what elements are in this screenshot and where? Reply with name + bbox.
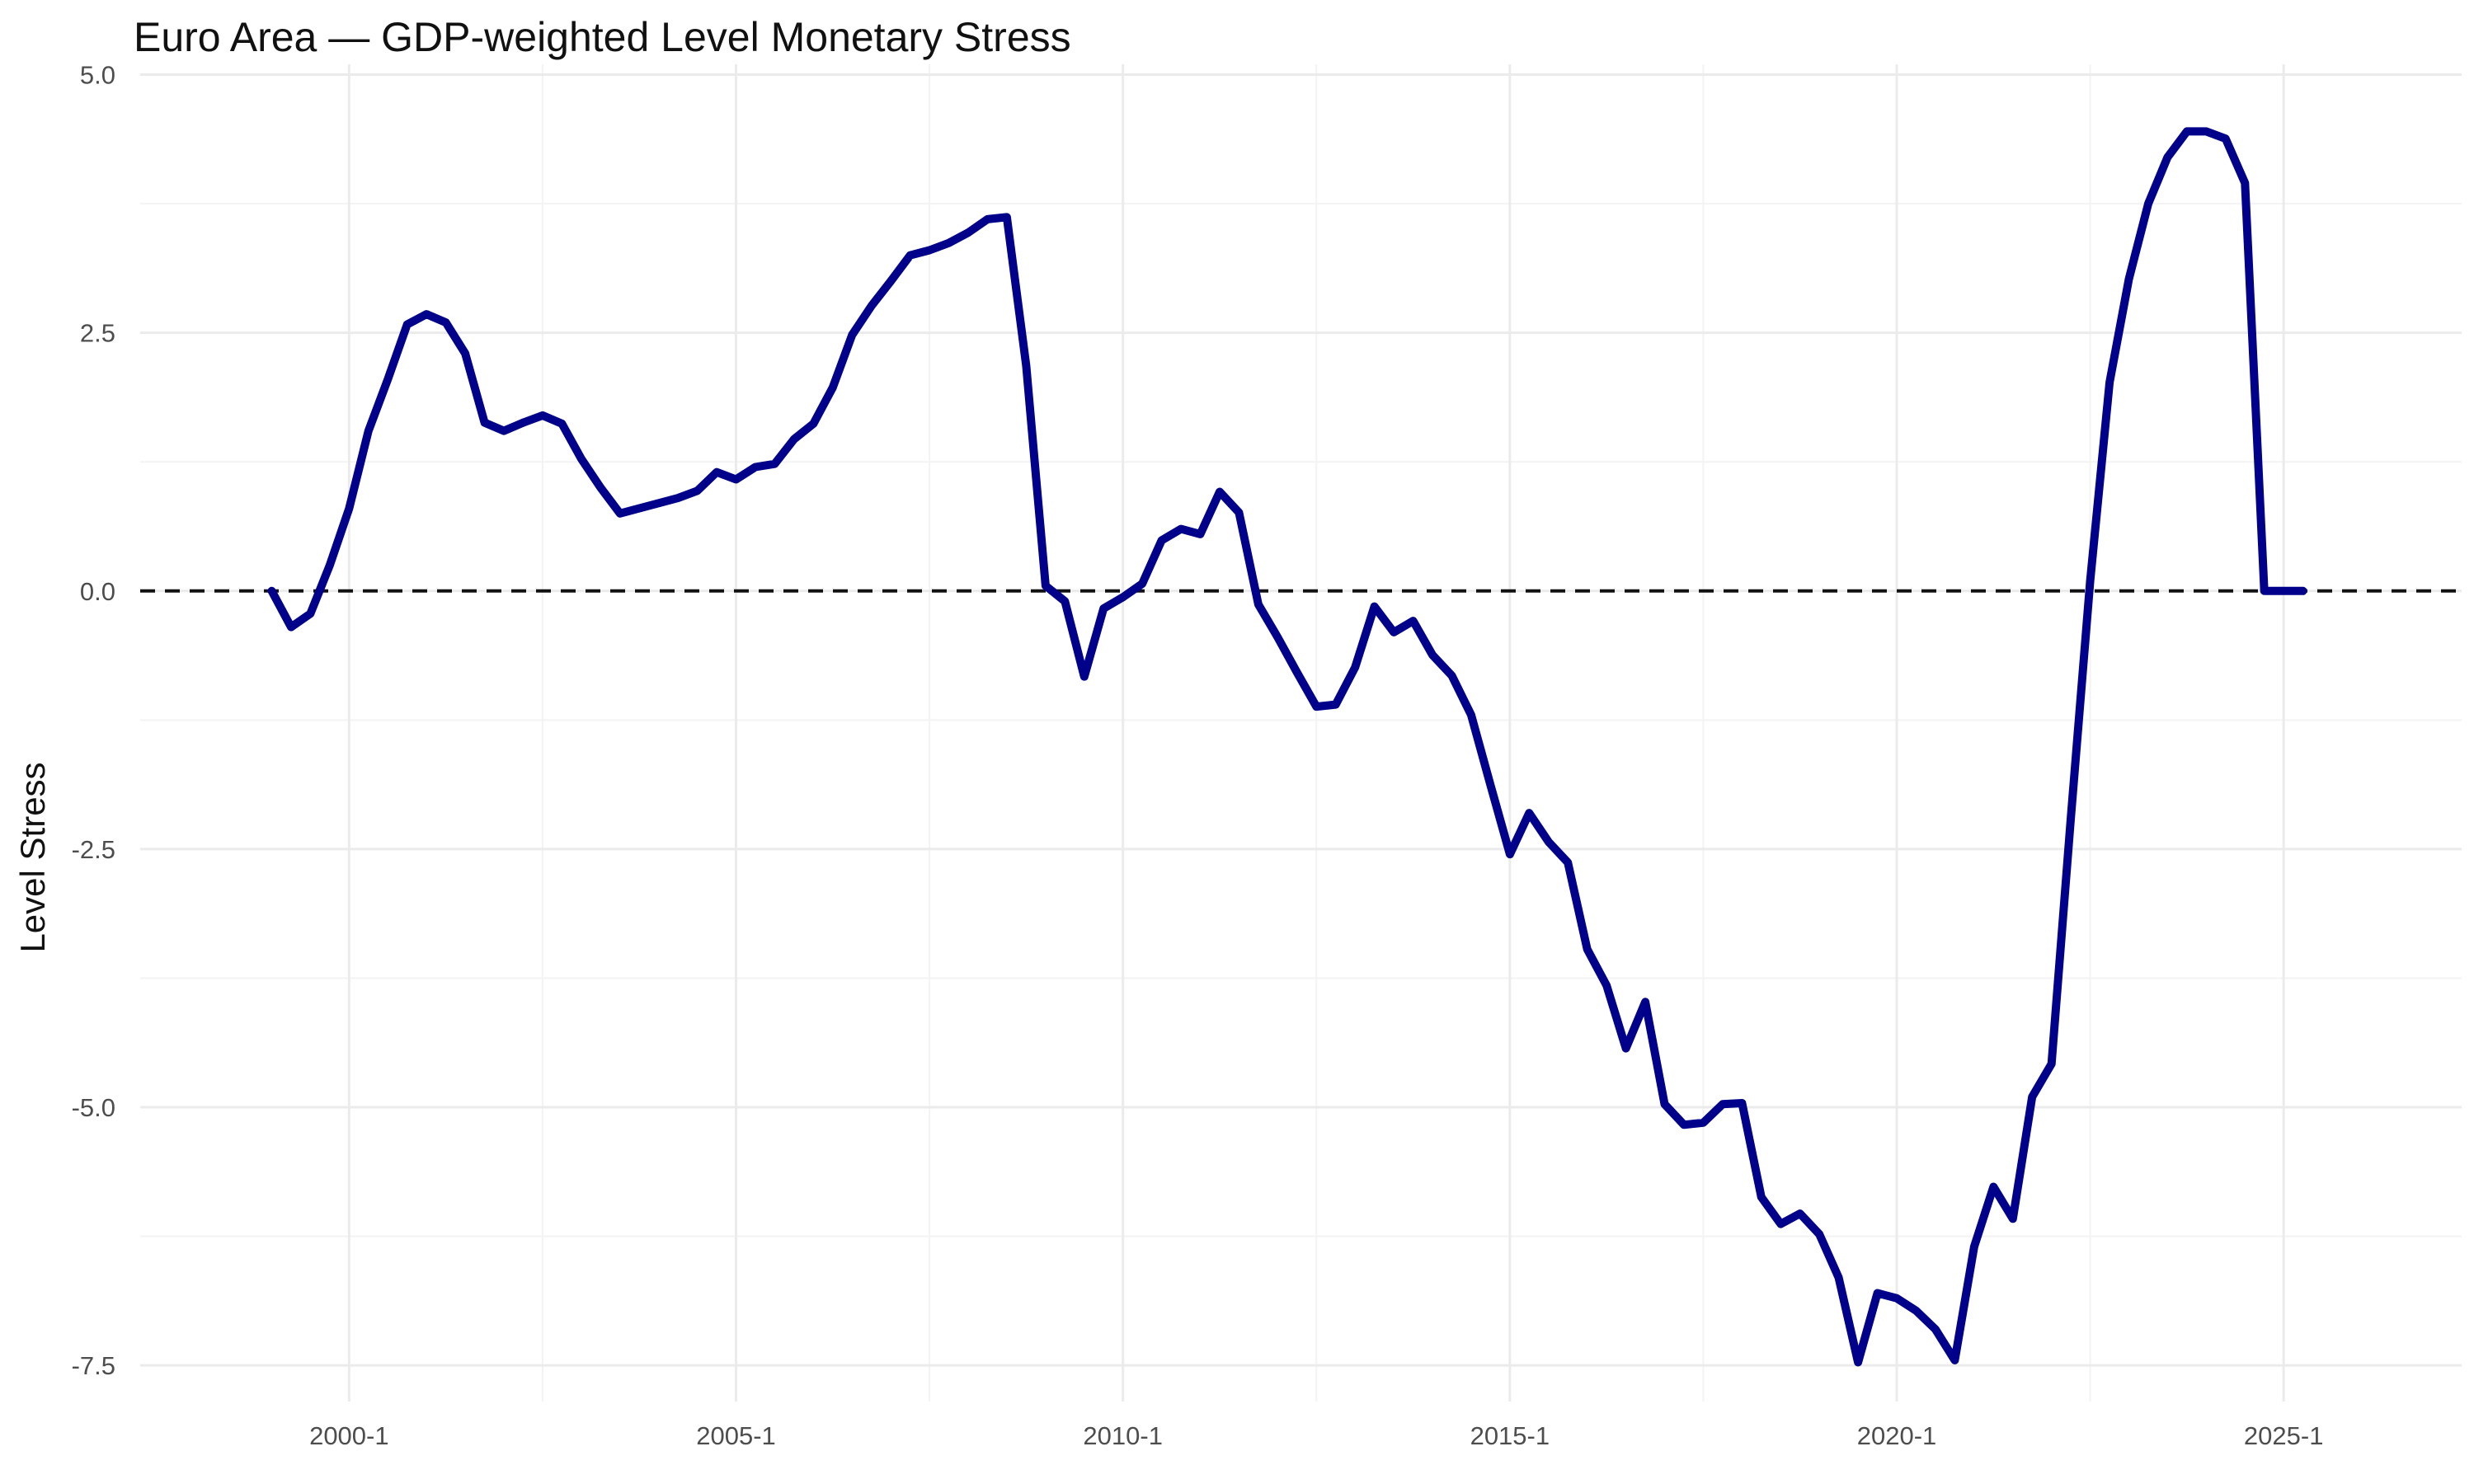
- y-axis-title: Level Stress: [13, 762, 52, 952]
- series-line: [267, 127, 2307, 1367]
- chart-title: Euro Area — GDP-weighted Level Monetary …: [134, 14, 1071, 60]
- y-tick-label: 0.0: [80, 577, 115, 606]
- x-tick-label: 2020-1: [1857, 1421, 1937, 1450]
- x-tick-label: 2000-1: [309, 1421, 389, 1450]
- minor-gridlines: [140, 64, 2462, 1402]
- x-tick-label: 2025-1: [2244, 1421, 2324, 1450]
- x-axis-ticks: 2000-1 2005-1 2010-1 2015-1 2020-1 2025-1: [309, 1421, 2323, 1450]
- y-tick-label: -2.5: [72, 835, 115, 864]
- x-tick-label: 2015-1: [1470, 1421, 1550, 1450]
- x-tick-label: 2010-1: [1083, 1421, 1163, 1450]
- x-tick-label: 2005-1: [696, 1421, 776, 1450]
- y-tick-label: 2.5: [80, 319, 115, 348]
- major-gridlines: [140, 64, 2462, 1402]
- y-tick-label: -7.5: [72, 1351, 115, 1380]
- series-layer: [267, 127, 2307, 1367]
- y-axis-ticks: 5.0 2.5 0.0 -2.5 -5.0 -7.5: [72, 61, 115, 1381]
- y-tick-label: 5.0: [80, 61, 115, 90]
- y-tick-label: -5.0: [72, 1093, 115, 1122]
